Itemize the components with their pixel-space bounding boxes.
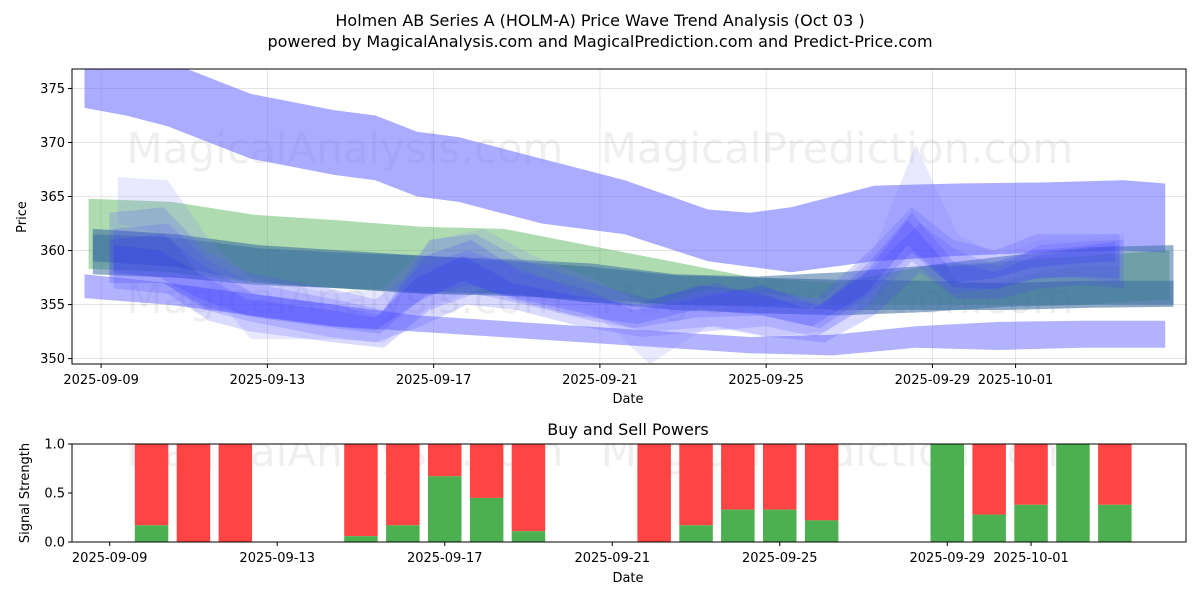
buy-bar-3 [344, 536, 378, 542]
wave-band-2 [113, 223, 1124, 348]
sell-bar-7 [511, 444, 546, 532]
sell-bar-2 [218, 444, 253, 542]
buy-bar-15 [1014, 504, 1048, 542]
powers-ytick-label-2: 1.0 [44, 438, 65, 453]
wide-trend-band [84, 69, 1166, 273]
powers-x-label: Date [612, 571, 643, 586]
sell-bar-11 [763, 444, 797, 510]
wave-band-1 [109, 207, 1120, 343]
buy-bar-4 [386, 525, 420, 542]
price-x-label: Date [612, 392, 643, 407]
powers-xtick-label-1: 2025-09-13 [239, 551, 315, 566]
buy-bar-7 [511, 531, 546, 542]
powers-y-axis: 0.0 0.5 1.0 [44, 438, 72, 551]
sell-bar-1 [176, 444, 211, 542]
buy-bar-6 [469, 497, 504, 542]
powers-y-label: Signal Strength [18, 443, 33, 543]
chart-subtitle: powered by MagicalAnalysis.com and Magic… [267, 32, 932, 51]
buy-bar-14 [972, 514, 1006, 542]
powers-xtick-label-5: 2025-09-29 [910, 551, 986, 566]
teal-trend-band-lower [92, 234, 1174, 316]
price-xtick-label-4: 2025-09-25 [728, 373, 804, 388]
sell-bar-15 [1014, 444, 1048, 505]
price-xtick-label-1: 2025-09-13 [230, 373, 306, 388]
buy-bar-17 [1098, 504, 1132, 542]
price-y-label: Price [15, 201, 30, 233]
sell-bar-14 [972, 444, 1006, 515]
buy-bar-12 [804, 520, 839, 542]
powers-xtick-label-2: 2025-09-17 [407, 551, 483, 566]
buy-bar-9 [679, 525, 713, 542]
wave-band-3 [109, 212, 1120, 334]
price-ytick-label-5: 375 [40, 82, 65, 97]
sell-bar-9 [679, 444, 713, 526]
price-wave-bands [84, 69, 1174, 364]
sell-bar-8 [637, 444, 671, 542]
power-bars [134, 444, 1132, 542]
powers-xtick-label-4: 2025-09-25 [742, 551, 818, 566]
buy-bar-0 [134, 525, 169, 542]
sell-bar-0 [134, 444, 169, 526]
sell-bar-4 [386, 444, 420, 526]
powers-ytick-label-0: 0.0 [44, 536, 65, 551]
price-plot-frame [71, 68, 1187, 365]
watermark-magical-prediction: MagicalPrediction.com [601, 124, 1074, 173]
powers-xtick-label-3: 2025-09-21 [574, 551, 650, 566]
buy-bar-10 [721, 509, 755, 542]
price-xtick-label-0: 2025-09-09 [63, 373, 139, 388]
buy-bar-11 [763, 509, 797, 542]
sell-bar-17 [1098, 444, 1132, 505]
price-ytick-label-0: 350 [40, 352, 65, 367]
wave-band-5 [113, 220, 1116, 331]
buy-bar-13 [930, 444, 964, 542]
price-ytick-label-3: 365 [40, 190, 65, 205]
sell-bar-10 [721, 444, 755, 510]
price-xtick-label-5: 2025-09-29 [895, 373, 971, 388]
buy-bar-16 [1056, 444, 1090, 542]
powers-xtick-label-6: 2025-10-01 [993, 551, 1069, 566]
sell-bar-5 [428, 444, 462, 477]
wide-lower-band [84, 274, 1166, 356]
powers-xtick-label-0: 2025-09-09 [72, 551, 148, 566]
buy-bar-5 [428, 476, 462, 542]
price-ytick-label-2: 360 [40, 244, 65, 259]
price-xtick-label-6: 2025-10-01 [978, 373, 1054, 388]
sell-bar-3 [344, 444, 378, 537]
powers-title: Buy and Sell Powers [547, 420, 709, 439]
sell-bar-6 [469, 444, 504, 498]
powers-x-axis: 2025-09-09 2025-09-13 2025-09-17 2025-09-21… [72, 542, 1069, 566]
price-ytick-label-4: 370 [40, 136, 65, 151]
powers-ytick-label-1: 0.5 [44, 487, 65, 502]
price-xtick-label-2: 2025-09-17 [396, 373, 472, 388]
price-ytick-label-1: 355 [40, 298, 65, 313]
price-xtick-label-3: 2025-09-21 [562, 373, 638, 388]
price-y-axis: 350 355 360 365 370 375 [40, 82, 72, 367]
wave-band-4 [117, 144, 1124, 364]
chart-title: Holmen AB Series A (HOLM-A) Price Wave T… [335, 11, 864, 30]
price-x-axis: 2025-09-09 2025-09-13 2025-09-17 2025-09-21… [63, 364, 1053, 388]
sell-bar-12 [804, 444, 839, 521]
